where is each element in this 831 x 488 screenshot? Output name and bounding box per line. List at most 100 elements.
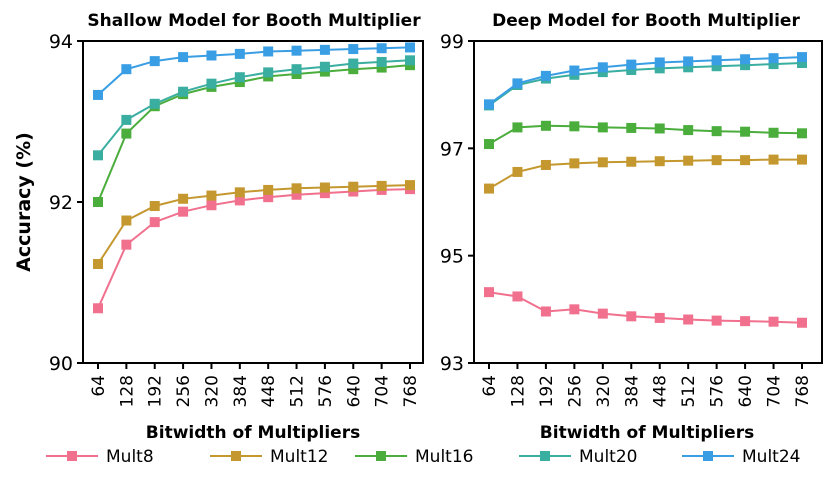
deep-point-mult24 <box>797 52 807 63</box>
legend-item-mult12: Mult12 <box>210 447 328 467</box>
shallow-ytick-label: 90 <box>49 353 73 375</box>
shallow-point-mult24 <box>291 45 302 56</box>
shallow-point-mult12 <box>291 183 302 194</box>
deep-point-mult20 <box>626 64 637 75</box>
deep-point-mult8 <box>540 306 551 317</box>
deep-point-mult16 <box>540 120 551 131</box>
shallow-xtick-label: 64 <box>89 375 109 397</box>
deep-point-mult24 <box>626 59 637 70</box>
legend-swatch-marker <box>376 451 386 461</box>
deep-xtick-label: 448 <box>651 375 671 407</box>
deep-point-mult16 <box>768 127 779 138</box>
shallow-point-mult24 <box>348 44 359 55</box>
shallow-point-mult8 <box>319 188 330 199</box>
shallow-point-mult8 <box>93 303 103 314</box>
deep-xtick-label: 384 <box>622 375 642 407</box>
legend-label: Mult16 <box>415 447 473 467</box>
deep-ytick-label: 95 <box>440 246 464 268</box>
deep-point-mult24 <box>654 57 665 68</box>
deep-point-mult8 <box>569 304 580 315</box>
shallow-xtick-label: 256 <box>174 375 194 407</box>
legend-swatch-marker <box>67 451 77 461</box>
shallow-point-mult24 <box>206 50 217 61</box>
deep-xtick-label: 256 <box>565 375 585 407</box>
shallow-point-mult16 <box>121 128 132 139</box>
shallow-point-mult24 <box>121 64 132 75</box>
deep-point-mult16 <box>484 139 494 150</box>
deep-point-mult16 <box>626 122 637 133</box>
shallow-point-mult8 <box>263 192 274 203</box>
deep-point-mult12 <box>740 155 751 166</box>
deep-point-mult24 <box>540 70 551 81</box>
deep-point-mult24 <box>711 55 722 66</box>
deep-point-mult24 <box>569 65 580 76</box>
shallow-point-mult24 <box>93 89 103 100</box>
deep-point-mult24 <box>484 99 494 110</box>
shallow-point-mult12 <box>263 184 274 195</box>
shallow-point-mult24 <box>263 46 274 57</box>
shallow-point-mult20 <box>319 61 330 72</box>
deep-point-mult8 <box>484 287 494 298</box>
shallow-xtick-label: 128 <box>117 375 137 407</box>
deep-point-mult8 <box>626 311 637 322</box>
shallow-point-mult20 <box>93 150 103 161</box>
deep-x-axis-label: Bitwidth of Multipliers <box>540 423 754 443</box>
deep-series-line-mult8 <box>488 291 803 324</box>
shallow-point-mult8 <box>291 189 302 200</box>
deep-point-mult16 <box>569 121 580 132</box>
shallow-series-line-mult12 <box>97 184 411 265</box>
deep-point-mult12 <box>711 155 722 166</box>
deep-point-mult16 <box>711 126 722 137</box>
shallow-axes: 90 92 94 64 128 192 256 320 384 448 512 576 640 704 76… <box>49 31 421 407</box>
shallow-model-panel: Shallow Model for Booth Multiplier 90929… <box>13 11 424 443</box>
deep-point-mult16 <box>597 122 608 133</box>
legend-label: Mult12 <box>270 447 328 467</box>
deep-point-mult24 <box>597 62 608 73</box>
shallow-xtick-label: 384 <box>231 375 251 407</box>
deep-point-mult12 <box>540 159 551 170</box>
deep-point-mult20 <box>683 62 694 73</box>
legend-label: Mult24 <box>742 447 800 467</box>
legend-label: Mult8 <box>106 447 154 467</box>
deep-axes: 93 95 97 99 64 128 192 256 320 384 448 512 576 640 704… <box>440 31 813 407</box>
shallow-series-markers <box>93 42 415 314</box>
shallow-point-mult8 <box>234 195 245 206</box>
deep-chart-title: Deep Model for Booth Multiplier <box>492 11 800 31</box>
shallow-point-mult20 <box>206 78 217 89</box>
deep-ytick-label: 99 <box>440 31 464 53</box>
deep-point-mult24 <box>740 54 751 65</box>
deep-point-mult16 <box>512 122 523 133</box>
deep-point-mult8 <box>768 316 779 327</box>
shallow-point-mult12 <box>319 182 330 193</box>
deep-point-mult12 <box>654 156 665 167</box>
deep-xtick-label: 320 <box>594 375 614 407</box>
deep-point-mult12 <box>683 155 694 166</box>
shallow-point-mult16 <box>376 62 387 73</box>
shallow-point-mult8 <box>149 217 160 228</box>
shallow-xtick-label: 512 <box>288 375 308 407</box>
shallow-xtick-label: 768 <box>401 375 421 407</box>
shallow-point-mult12 <box>178 193 189 204</box>
shallow-series-line-mult16 <box>97 64 411 203</box>
shallow-point-mult20 <box>376 56 387 67</box>
deep-xtick-label: 64 <box>480 375 500 397</box>
legend-item-mult20: Mult20 <box>519 447 637 467</box>
legend-swatch-marker <box>231 451 241 461</box>
deep-point-mult16 <box>683 125 694 136</box>
shallow-point-mult20 <box>291 64 302 75</box>
deep-point-mult20 <box>654 63 665 74</box>
shallow-point-mult8 <box>121 239 132 250</box>
shallow-point-mult20 <box>348 58 359 69</box>
shallow-chart-title: Shallow Model for Booth Multiplier <box>87 11 421 31</box>
deep-ytick-label: 93 <box>440 353 464 375</box>
shallow-point-mult8 <box>178 206 189 217</box>
shallow-xtick-label: 640 <box>344 375 364 407</box>
legend-item-mult16: Mult16 <box>355 447 473 467</box>
deep-point-mult24 <box>768 53 779 64</box>
shallow-series-lines <box>97 46 411 309</box>
deep-series-line-mult16 <box>488 124 803 145</box>
legend-label: Mult20 <box>579 447 637 467</box>
shallow-xtick-label: 448 <box>259 375 279 407</box>
legend-item-mult24: Mult24 <box>682 447 800 467</box>
deep-xtick-label: 704 <box>765 375 785 407</box>
